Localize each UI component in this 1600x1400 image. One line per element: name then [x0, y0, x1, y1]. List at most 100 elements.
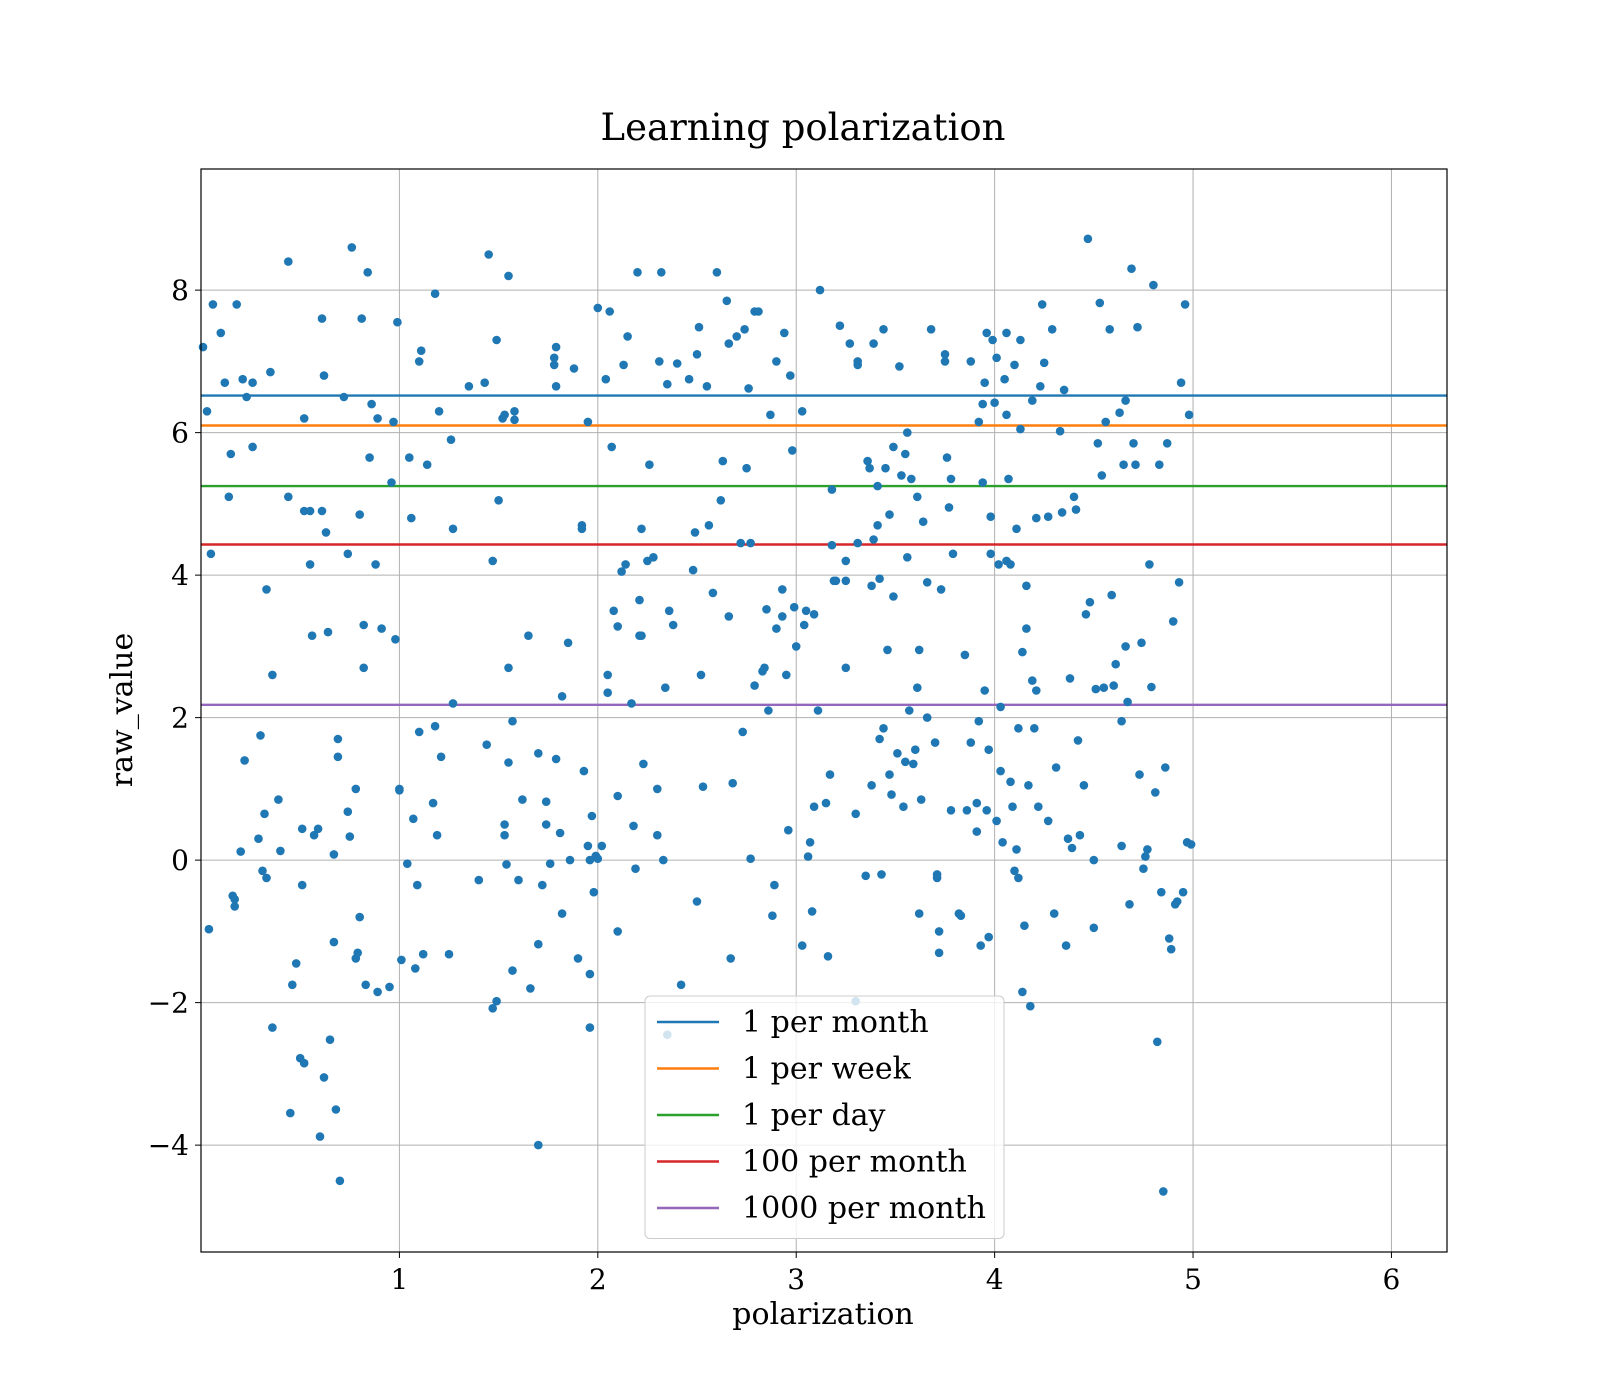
data-point-140	[541, 820, 551, 829]
data-point-133	[518, 795, 527, 804]
data-point-359	[990, 398, 999, 408]
data-point-246	[778, 612, 787, 621]
data-point-448	[1147, 682, 1156, 692]
data-point-361	[992, 353, 1001, 363]
data-point-37	[297, 880, 307, 890]
data-point-109	[448, 699, 458, 708]
data-point-342	[966, 357, 976, 366]
data-point-131	[510, 415, 519, 425]
data-point-299	[885, 510, 894, 519]
data-point-149	[557, 909, 567, 918]
data-point-235	[754, 307, 763, 316]
data-point-378	[1014, 724, 1023, 733]
data-point-248	[782, 670, 791, 680]
data-point-214	[702, 382, 712, 391]
data-point-95	[414, 357, 424, 366]
data-point-27	[268, 1023, 277, 1032]
data-point-204	[672, 359, 682, 368]
x-axis-label: polarization	[732, 1297, 913, 1332]
data-point-347	[976, 941, 985, 950]
legend-label-4: 1000 per month	[742, 1191, 986, 1226]
data-point-300	[887, 790, 896, 799]
data-point-401	[1049, 909, 1059, 918]
y-axis-label: raw_value	[105, 633, 140, 787]
data-point-90	[405, 453, 414, 462]
data-point-68	[355, 912, 365, 922]
data-point-153	[569, 364, 579, 373]
data-point-241	[768, 911, 777, 920]
data-point-43	[307, 631, 317, 640]
data-point-10	[230, 895, 239, 904]
data-point-173	[607, 442, 616, 452]
data-point-121	[500, 410, 509, 420]
data-point-308	[901, 449, 910, 459]
data-point-424	[1099, 683, 1109, 692]
data-point-418	[1089, 855, 1099, 865]
data-point-213	[698, 782, 708, 791]
data-point-327	[934, 927, 944, 936]
data-point-26	[268, 670, 277, 680]
y-tick-label-2: 0	[171, 844, 189, 877]
data-point-444	[1139, 864, 1148, 873]
data-point-388	[1026, 1001, 1035, 1011]
data-point-166	[593, 854, 603, 863]
data-point-451	[1153, 1037, 1162, 1047]
data-point-97	[416, 346, 426, 356]
data-point-92	[409, 814, 418, 824]
data-point-433	[1119, 460, 1128, 470]
data-point-231	[746, 854, 755, 863]
data-point-262	[809, 610, 819, 619]
data-point-394	[1034, 802, 1043, 811]
data-point-360	[992, 816, 1001, 826]
data-point-79	[373, 987, 382, 997]
data-point-439	[1129, 439, 1138, 448]
data-point-40	[299, 506, 309, 516]
data-point-400	[1047, 325, 1057, 334]
data-point-319	[916, 795, 926, 804]
data-point-108	[448, 524, 458, 534]
data-point-258	[803, 852, 813, 861]
data-point-455	[1161, 763, 1170, 772]
data-point-54	[329, 937, 339, 947]
data-point-322	[922, 578, 932, 587]
data-point-195	[653, 784, 662, 794]
data-point-210	[694, 322, 704, 332]
data-point-391	[1030, 724, 1039, 733]
data-point-116	[488, 1004, 498, 1013]
data-point-119	[494, 496, 503, 505]
data-point-94	[413, 880, 422, 890]
data-point-139	[538, 880, 547, 890]
data-point-413	[1075, 830, 1085, 840]
data-point-459	[1168, 617, 1178, 626]
data-point-152	[565, 855, 575, 865]
y-tick-label-6: 8	[171, 274, 189, 307]
data-point-440	[1131, 460, 1140, 470]
data-point-50	[319, 1073, 329, 1082]
data-point-42	[305, 560, 315, 569]
data-point-443	[1137, 638, 1146, 648]
data-point-125	[504, 663, 513, 673]
data-point-232	[746, 538, 755, 548]
data-point-61	[343, 549, 353, 559]
data-point-5	[216, 328, 226, 338]
data-point-285	[867, 781, 876, 790]
data-point-402	[1051, 763, 1061, 772]
data-point-323	[926, 325, 936, 334]
data-point-171	[603, 670, 612, 680]
data-point-309	[903, 553, 912, 562]
data-point-268	[827, 485, 837, 494]
data-point-122	[500, 820, 509, 829]
data-point-221	[724, 339, 734, 348]
x-tick-label-4: 5	[1184, 1263, 1202, 1296]
data-point-238	[762, 605, 771, 614]
data-point-62	[343, 807, 353, 816]
data-point-0	[198, 342, 208, 352]
y-tick-label-4: 4	[171, 559, 189, 592]
data-point-256	[799, 620, 809, 630]
data-point-63	[345, 832, 355, 841]
data-point-338	[956, 911, 966, 920]
data-point-288	[869, 535, 878, 544]
data-point-44	[309, 830, 319, 840]
data-point-273	[841, 663, 851, 673]
